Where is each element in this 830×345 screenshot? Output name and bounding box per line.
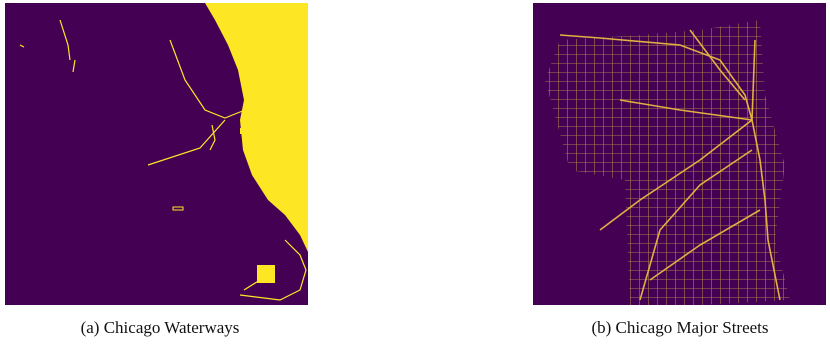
caption: (a) Chicago Waterways (0, 318, 320, 338)
figure-images (0, 0, 830, 310)
caption: (b) Chicago Major Streets (520, 318, 830, 338)
page: (a) Chicago Waterways (b) Chicago Major … (0, 0, 830, 345)
streets-image (533, 3, 826, 305)
waterways-image (5, 3, 308, 305)
